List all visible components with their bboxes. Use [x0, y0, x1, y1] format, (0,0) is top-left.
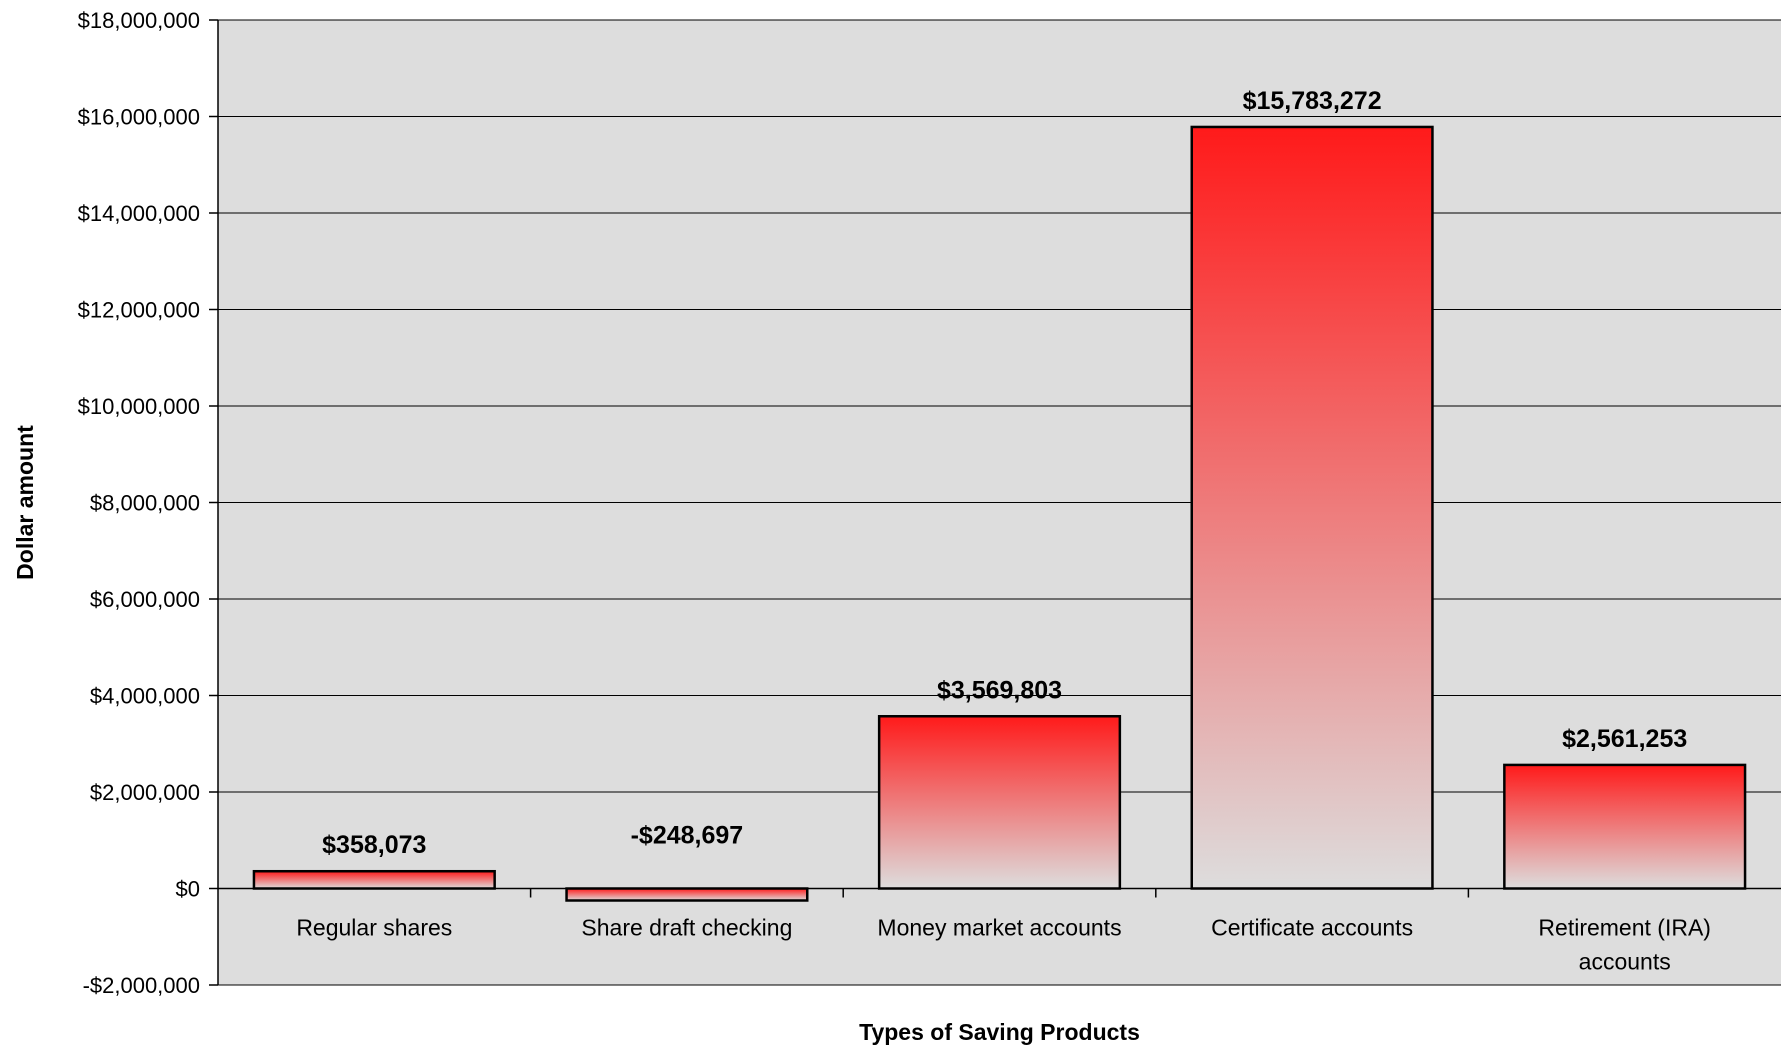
y-tick-label: $6,000,000: [90, 587, 200, 612]
data-label: -$248,697: [631, 822, 744, 850]
bar: [252, 869, 496, 890]
y-tick-label: $18,000,000: [78, 8, 200, 33]
x-tick-label: Share draft checking: [581, 915, 792, 941]
x-tick-label: Retirement (IRA) accounts: [1538, 915, 1711, 975]
y-tick-label: $2,000,000: [90, 780, 200, 805]
bar: [877, 715, 1122, 890]
y-tick-label: $12,000,000: [78, 298, 200, 323]
data-label: $15,783,272: [1243, 87, 1382, 115]
x-tick-label: Money market accounts: [877, 915, 1121, 941]
y-tick-label: $16,000,000: [78, 105, 200, 130]
x-tick-label: Certificate accounts: [1211, 915, 1413, 941]
data-label: $3,569,803: [937, 676, 1062, 704]
y-tick-label: $14,000,000: [78, 201, 200, 226]
y-tick-label: $0: [176, 877, 200, 902]
axes: [209, 19, 1781, 986]
bars: [252, 125, 1747, 902]
bar: [1503, 763, 1747, 890]
bar: [1190, 125, 1434, 890]
data-label: $358,073: [322, 831, 426, 859]
y-axis-title: Dollar amount: [12, 425, 38, 580]
y-tick-label: $10,000,000: [78, 394, 200, 419]
y-tick-label: -$2,000,000: [83, 973, 200, 998]
x-tick-label: Regular shares: [296, 915, 452, 941]
x-axis-title: Types of Saving Products: [859, 1019, 1140, 1045]
bar: [565, 887, 809, 902]
y-tick-label: $4,000,000: [90, 684, 200, 709]
y-tick-label: $8,000,000: [90, 491, 200, 516]
data-label: $2,561,253: [1562, 725, 1687, 753]
labels: -$2,000,000 $0 $2,000,000 $4,000,000 $6,000,…: [78, 8, 1711, 998]
